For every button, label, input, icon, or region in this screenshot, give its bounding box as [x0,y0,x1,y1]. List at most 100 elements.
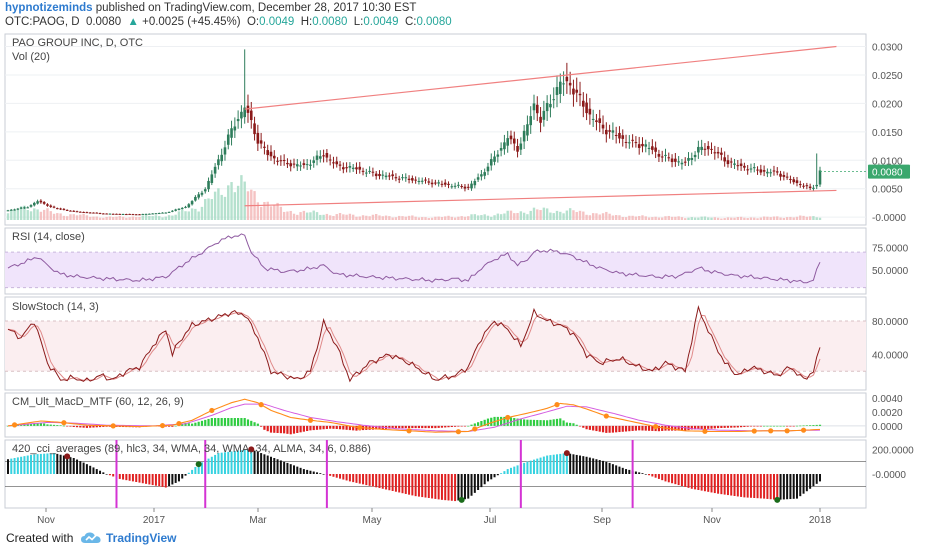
cci-bar [391,474,394,491]
candle-body [125,214,128,216]
macd-histogram-bar [716,425,720,429]
macd-pane[interactable] [4,392,867,438]
candle-body [453,185,457,187]
candle-body [611,130,615,133]
volume-bar [693,217,697,220]
tradingview-brand[interactable]: TradingView [106,531,177,545]
macd-dot [702,428,708,434]
candle-body [52,206,56,208]
candle-body [345,167,348,169]
cci-bar [99,470,102,474]
cci-bar [772,474,775,500]
candle-body [154,213,158,215]
candle-body [693,154,697,158]
cci-bar [164,474,167,488]
candle-body [641,143,644,147]
macd-histogram-bar [299,425,302,433]
volume-bar [496,213,500,220]
cci-bar [322,474,325,475]
cci-bar [536,458,539,474]
volume-bar [378,215,381,220]
volume-bar [631,215,634,220]
candle-body [805,185,809,187]
stoch-k-line [7,304,821,383]
cci-bar [552,454,555,474]
candle-body [42,202,46,204]
macd-histogram-bar [335,425,338,429]
macd-histogram-bar [766,425,769,427]
candle-body [286,162,289,165]
candle-body [319,156,322,159]
candle-body [716,151,720,154]
volume-bar [161,217,164,220]
volume-bar [39,211,43,220]
cci-bar [187,472,190,474]
macd-dot [110,423,116,429]
volume-bar [411,215,414,220]
volume-bar [641,215,644,220]
volume-bar [33,208,36,220]
volume-bar [585,214,588,220]
candle-body [733,163,736,165]
volume-bar [463,216,467,220]
candle-body [473,181,477,186]
candle-body [13,209,16,211]
volume-bar [637,216,641,220]
volume-bar [703,216,707,220]
cci-bar [730,474,733,496]
candle-body [259,140,263,144]
rsi-layer [5,233,866,289]
cci-bar [316,472,319,474]
volume-bar [802,215,805,220]
volume-bar [102,217,105,220]
macd-histogram-bar [792,425,795,427]
cci-bar [342,474,345,480]
macd-histogram-bar [799,425,802,427]
cci-bar [779,474,782,500]
price-pane[interactable] [4,33,867,226]
candle-body [713,152,717,154]
candle-body [355,167,358,170]
candle-body [164,212,168,214]
candle-body [532,103,536,111]
cci-bar [148,474,151,485]
cci-bar [154,474,157,486]
candle-body [720,152,723,155]
macd-histogram-bar [638,425,641,431]
author-link[interactable]: hypnotizeminds [5,2,93,14]
macd-dot [159,422,166,429]
chart-canvas[interactable]: 0.0300 0.0250 0.0200 0.0150 0.0100 0.0050 -0.0… [0,30,932,526]
volume-bar [79,214,82,220]
volume-bar [6,213,10,220]
macd-dot [357,424,363,431]
stoch-y-tick: 40.0000 [872,350,909,361]
cci-bar [62,455,65,474]
cci-bar [118,474,121,479]
cci-bar [246,449,249,474]
volume-bar [36,209,39,220]
cci-bar [279,460,282,474]
cci-bar [526,461,529,474]
cci-bar [105,474,108,475]
volume-bar [230,182,233,220]
candle-body [417,180,421,182]
macd-histogram-bar [565,422,568,426]
volume-bar [805,216,809,220]
volume-bar [243,181,246,220]
cci-bar [703,474,706,492]
volume-bar [815,217,818,220]
candle-body [562,83,565,85]
cci-bar [398,474,401,493]
volume-bar [289,210,292,220]
volume-bar [651,217,654,220]
volume-bar [759,217,763,220]
candle-body [582,100,585,107]
macd-signal-line [7,403,821,433]
cci-bar [664,474,667,482]
candle-body [401,177,404,179]
cci-bar [467,474,470,499]
volume-bar [779,217,782,220]
macd-histogram-bar [352,425,355,431]
cci-bar [243,450,246,474]
cci-bar [76,459,79,474]
